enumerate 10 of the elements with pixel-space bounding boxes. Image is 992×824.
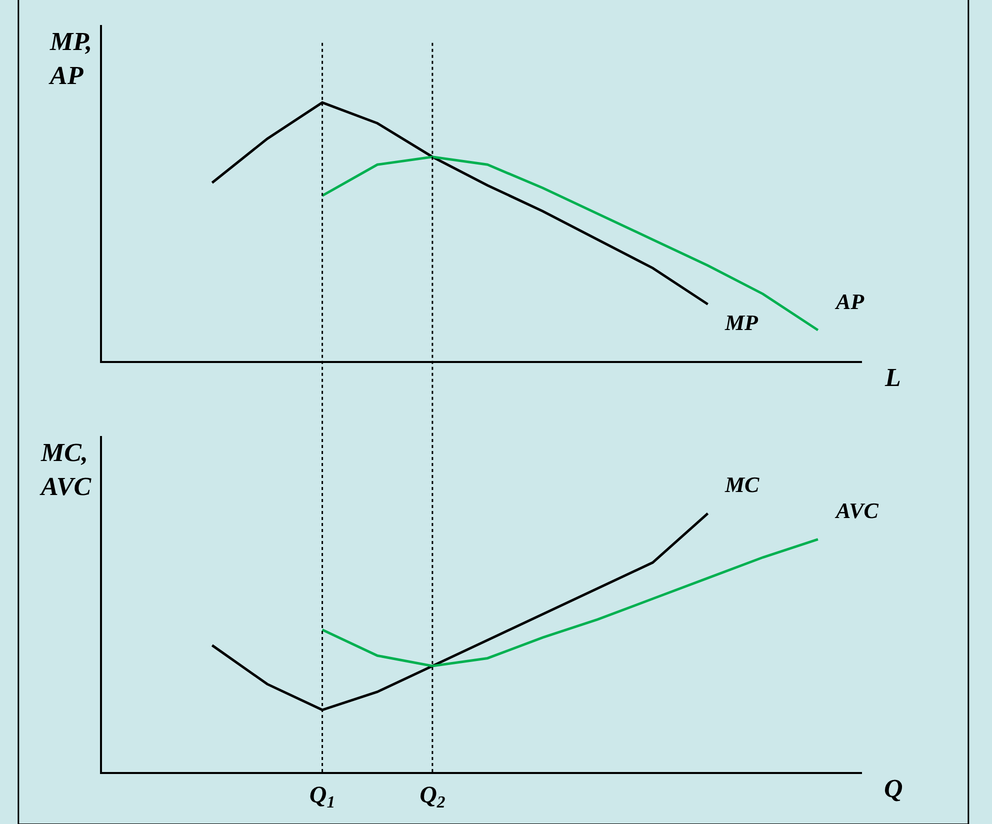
series-label: AVC [834, 498, 879, 523]
series-label: MC [724, 472, 760, 497]
series-label: AP [834, 289, 865, 314]
x-tick-label: Q$_{2}$ [420, 782, 446, 812]
x-axis-title: L [884, 363, 901, 392]
y-axis-title: MP, AP [48, 27, 92, 90]
series-label: MP [724, 310, 759, 335]
x-tick-label: Q$_{1}$ [309, 782, 336, 812]
x-axis-title: Q [884, 774, 903, 803]
y-axis-title: MC, AVC [39, 438, 92, 501]
